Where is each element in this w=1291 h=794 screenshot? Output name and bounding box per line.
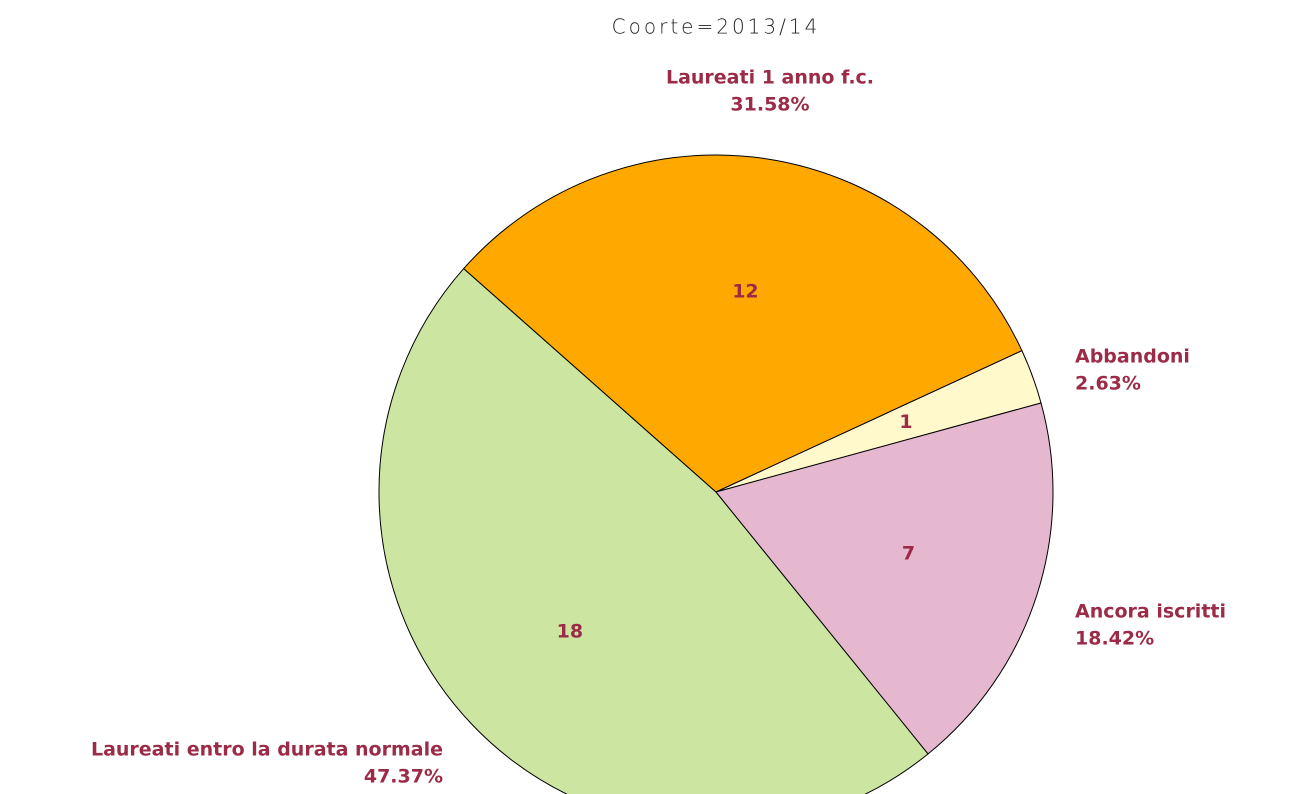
slice-value-label: 7: [902, 542, 915, 564]
slice-percent-label: 2.63%: [1075, 373, 1141, 395]
chart-title: Coorte=2013/14: [612, 15, 821, 39]
slice-category-label: Ancora iscritti: [1075, 601, 1226, 623]
slice-category-label: Laureati 1 anno f.c.: [666, 67, 874, 89]
slice-value-label: 18: [557, 620, 583, 642]
pie-slice: [715, 402, 1054, 755]
slice-percent-label: 18.42%: [1075, 628, 1154, 650]
pie-slice: [462, 154, 1023, 493]
slice-category-label: Abbandoni: [1075, 346, 1190, 368]
slice-value-label: 1: [899, 411, 912, 433]
slice-percent-label: 31.58%: [730, 94, 809, 116]
slice-percent-label: 47.37%: [364, 766, 443, 788]
slice-value-label: 12: [732, 280, 758, 302]
pie-slice: [378, 267, 929, 794]
slice-category-label: Laureati entro la durata normale: [91, 739, 443, 761]
